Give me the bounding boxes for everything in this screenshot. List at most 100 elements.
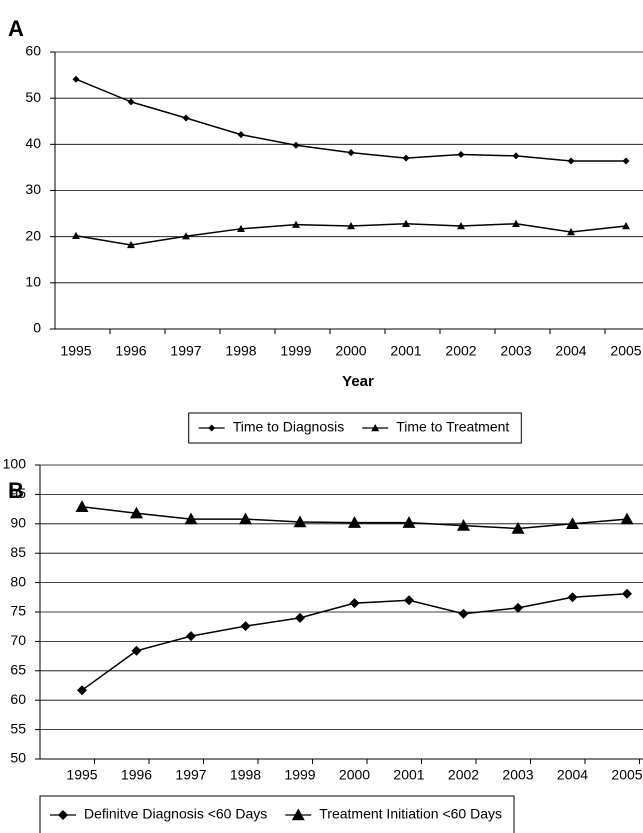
diamond-marker: [131, 645, 142, 656]
x-tick-label: 2001: [393, 767, 424, 783]
x-tick-label: 2001: [390, 343, 421, 359]
x-tick-label: 2002: [445, 343, 476, 359]
diamond-marker: [512, 152, 520, 160]
x-tick-label: 1999: [284, 767, 315, 783]
triangle-marker: [75, 500, 89, 512]
series-line: [81, 593, 628, 691]
diamond-marker: [237, 131, 245, 139]
x-tick-label: 2003: [500, 343, 531, 359]
triangle-marker: [237, 224, 245, 233]
x-tick-label: 2004: [555, 343, 586, 359]
y-tick-label: 20: [25, 227, 41, 243]
y-tick-label: 10: [25, 274, 41, 290]
triangle-marker: [402, 219, 410, 227]
diamond-marker: [347, 149, 355, 157]
triangle-marker: [457, 519, 470, 531]
triangle-marker: [620, 512, 634, 525]
legend: Definitve Diagnosis <60 Days Treatment In…: [39, 795, 515, 833]
triangle-marker: [622, 222, 630, 230]
x-tick-label: 1996: [121, 767, 152, 783]
triangle-marker: [512, 219, 520, 227]
triangle-marker: [130, 506, 143, 519]
y-tick-label: 40: [25, 135, 41, 151]
diamond-marker: [567, 157, 575, 165]
x-tick-label: 1997: [175, 767, 206, 783]
x-tick-label: 2002: [448, 767, 479, 783]
y-tick-label: 75: [10, 603, 26, 619]
diamond-marker: [208, 424, 216, 432]
diamond-marker: [58, 810, 68, 820]
triangle-marker: [184, 512, 198, 525]
y-tick-label: 60: [25, 43, 41, 59]
triangle-marker: [566, 517, 579, 529]
triangle-marker: [293, 515, 307, 528]
y-tick-label: 30: [25, 181, 41, 197]
panel-label: B: [8, 478, 24, 503]
x-tick-label: 1996: [115, 343, 146, 359]
diamond-marker: [349, 598, 360, 609]
x-tick-label: 2003: [502, 767, 533, 783]
x-tick-label: 2000: [335, 343, 366, 359]
x-tick-label: 2005: [610, 343, 641, 359]
diamond-marker: [457, 150, 465, 158]
y-tick-label: 90: [10, 515, 26, 531]
x-tick-label: 1998: [230, 767, 261, 783]
y-tick-label: 70: [10, 632, 26, 648]
legend-box: [188, 412, 522, 444]
legend-label: Time to Diagnosis: [233, 419, 345, 435]
x-tick-label: 1997: [170, 343, 201, 359]
diamond-marker: [622, 588, 632, 599]
y-tick-label: 0: [33, 320, 41, 336]
y-tick-label: 50: [25, 89, 41, 105]
triangle-marker: [457, 222, 465, 230]
x-tick-label: 1995: [66, 767, 97, 783]
diamond-marker: [513, 602, 523, 613]
legend-item: Definitve Diagnosis <60 Days: [50, 806, 267, 822]
diamond-marker: [127, 98, 135, 106]
diamond-marker: [186, 631, 196, 642]
panel-label: A: [8, 16, 24, 41]
diamond-marker: [77, 685, 87, 696]
x-tick-label: 1995: [60, 343, 91, 359]
triangle-marker: [371, 424, 380, 432]
triangle-marker: [127, 240, 135, 249]
x-tick-label: 2005: [611, 767, 642, 783]
y-tick-label: 80: [10, 573, 26, 589]
triangle-marker: [348, 516, 361, 528]
diamond-marker: [402, 154, 410, 162]
legend-label: Definitve Diagnosis <60 Days: [84, 806, 267, 822]
diamond-marker: [404, 595, 414, 606]
x-tick-label: 1998: [225, 343, 256, 359]
triangle-marker: [239, 512, 252, 525]
triangle-marker: [291, 808, 305, 821]
triangle-marker: [72, 231, 80, 239]
y-tick-label: 65: [10, 662, 26, 678]
legend-label: Treatment Initiation <60 Days: [319, 806, 502, 822]
legend: Time to Diagnosis Time to Treatment: [188, 412, 522, 444]
diamond-marker: [240, 621, 251, 632]
y-tick-label: 85: [10, 544, 26, 560]
diamond-marker: [567, 592, 578, 603]
diamond-marker: [458, 608, 469, 619]
y-tick-label: 95: [10, 485, 26, 501]
triangle-marker: [292, 220, 300, 228]
diamond-marker: [182, 114, 190, 122]
diamond-marker: [72, 75, 80, 83]
triangle-marker: [567, 228, 575, 236]
legend-box: [39, 795, 515, 833]
diamond-marker: [295, 612, 305, 623]
y-tick-label: 60: [10, 691, 26, 707]
diamond-marker: [292, 141, 300, 149]
triangle-marker: [402, 516, 416, 528]
x-tick-label: 2004: [557, 767, 588, 783]
legend-item: Time to Diagnosis: [198, 419, 345, 435]
legend-item: Time to Treatment: [362, 419, 509, 435]
diamond-marker: [622, 157, 630, 165]
x-tick-label: 1999: [280, 343, 311, 359]
y-tick-label: 100: [3, 456, 27, 472]
triangle-marker: [347, 222, 355, 230]
legend-item: Treatment Initiation <60 Days: [285, 806, 502, 822]
x-tick-label: 2000: [339, 767, 370, 783]
x-axis-title: Year: [342, 373, 374, 390]
